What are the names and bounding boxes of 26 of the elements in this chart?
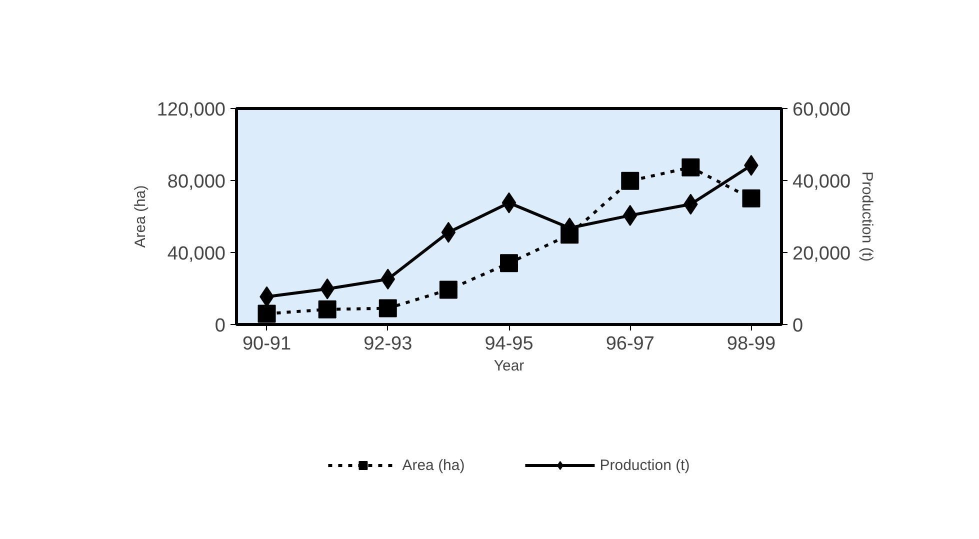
x-tick-label: 92-93 (364, 334, 412, 354)
y-tick-label: 80,000 (167, 172, 226, 192)
x-tick-label: 96-97 (606, 334, 654, 354)
point (682, 158, 700, 176)
point (439, 280, 458, 299)
y2-tick-label: 0 (792, 316, 804, 336)
point (318, 300, 336, 318)
point (621, 172, 640, 190)
x-axis-title: Year (494, 358, 524, 374)
y2-tick-label: 40,000 (792, 172, 851, 192)
legend-label: Production (t) (600, 456, 690, 474)
point (258, 304, 276, 323)
y-axis-title: Area (ha) (132, 185, 149, 248)
x-tick-label: 94-95 (484, 334, 534, 354)
y2-tick-label: 20,000 (792, 244, 851, 264)
point (742, 189, 760, 208)
y-tick-label: 40,000 (167, 244, 226, 264)
point (500, 254, 518, 272)
x-tick-label: 90-91 (242, 334, 292, 354)
x-tick-label: 98-99 (726, 334, 776, 354)
y-tick-label: 120,000 (156, 100, 226, 120)
y2-axis-title: Production (t) (858, 171, 876, 262)
y2-tick-label: 60,000 (792, 100, 851, 120)
y-tick-label: 0 (214, 316, 226, 336)
legend-label: Area (ha) (402, 456, 465, 474)
point (378, 299, 397, 318)
